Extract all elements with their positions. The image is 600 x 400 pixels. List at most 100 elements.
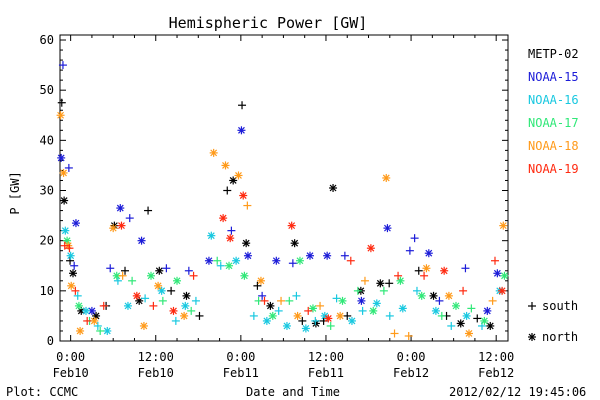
point-noaa-16 <box>82 306 91 315</box>
legend-marker-north <box>528 333 536 341</box>
legend-entry-metp-02: METP-02 <box>528 47 579 61</box>
point-noaa-18 <box>444 291 453 300</box>
marker-stroke <box>263 317 271 325</box>
point-noaa-17 <box>326 321 335 330</box>
marker-stroke <box>183 292 190 300</box>
point-noaa-19 <box>260 296 269 305</box>
point-noaa-19 <box>394 271 403 280</box>
marker-stroke <box>113 272 121 280</box>
point-metp-02 <box>376 279 385 288</box>
y-tick-label: 20 <box>40 234 54 248</box>
x-tick-label-date: Feb11 <box>223 366 259 380</box>
point-noaa-16 <box>171 316 180 325</box>
point-noaa-16 <box>301 324 310 333</box>
point-noaa-17 <box>187 306 196 315</box>
point-metp-02 <box>473 314 482 323</box>
point-noaa-16 <box>191 296 200 305</box>
marker-stroke <box>244 252 252 260</box>
point-noaa-15 <box>340 251 349 260</box>
point-metp-02 <box>298 316 307 325</box>
point-noaa-17 <box>240 271 249 280</box>
point-noaa-16 <box>398 304 407 313</box>
point-noaa-18 <box>234 171 243 180</box>
point-noaa-17 <box>147 271 156 280</box>
point-noaa-15 <box>306 251 315 260</box>
point-noaa-19 <box>71 286 80 295</box>
point-noaa-15 <box>272 256 281 265</box>
point-noaa-15 <box>405 246 414 255</box>
point-noaa-17 <box>467 304 476 313</box>
point-noaa-16 <box>216 261 225 270</box>
point-noaa-19 <box>366 244 375 253</box>
point-noaa-18 <box>180 311 189 320</box>
point-noaa-15 <box>70 261 79 270</box>
point-metp-02 <box>223 186 232 195</box>
point-noaa-16 <box>347 316 356 325</box>
point-noaa-18 <box>382 173 391 182</box>
marker-stroke <box>147 272 155 280</box>
point-noaa-15 <box>435 296 444 305</box>
point-noaa-17 <box>173 276 182 285</box>
marker-stroke <box>348 317 356 325</box>
marker-stroke <box>226 234 234 242</box>
point-noaa-15 <box>106 264 115 273</box>
marker-stroke <box>493 269 501 277</box>
marker-stroke <box>124 302 132 310</box>
point-metp-02 <box>429 291 438 300</box>
point-noaa-15 <box>71 219 80 228</box>
point-noaa-17 <box>225 261 234 270</box>
point-noaa-16 <box>157 286 166 295</box>
point-noaa-15 <box>162 264 171 273</box>
point-noaa-15 <box>237 126 246 135</box>
marker-stroke <box>288 222 296 230</box>
point-metp-02 <box>195 311 204 320</box>
point-noaa-18 <box>336 311 345 320</box>
point-metp-02 <box>229 176 238 185</box>
point-noaa-19 <box>117 221 126 230</box>
point-metp-02 <box>343 311 352 320</box>
legend-entry-noaa-17: NOAA-17 <box>528 116 579 130</box>
point-noaa-17 <box>308 304 317 313</box>
point-noaa-18 <box>109 224 118 233</box>
point-noaa-18 <box>76 326 85 335</box>
marker-stroke <box>376 279 384 287</box>
point-noaa-16 <box>447 321 456 330</box>
marker-stroke <box>88 307 96 315</box>
marker-stroke <box>272 257 280 265</box>
point-noaa-17 <box>437 311 446 320</box>
marker-stroke <box>486 322 494 330</box>
point-noaa-19 <box>226 234 235 243</box>
legend-entry-noaa-18: NOAA-18 <box>528 139 579 153</box>
point-noaa-15 <box>184 266 193 275</box>
marker-stroke <box>242 239 250 247</box>
marker-stroke <box>257 277 265 285</box>
marker-stroke <box>60 197 68 204</box>
marker-stroke <box>384 224 391 232</box>
point-noaa-18 <box>256 276 265 285</box>
point-noaa-16 <box>412 286 421 295</box>
point-noaa-18 <box>56 111 65 120</box>
x-tick-label-time: 12:00 <box>138 350 174 364</box>
point-metp-02 <box>385 279 394 288</box>
point-noaa-16 <box>61 226 70 235</box>
point-noaa-19 <box>149 301 158 310</box>
legend-marker-south <box>528 302 536 310</box>
point-noaa-16 <box>311 316 320 325</box>
point-noaa-15 <box>58 61 67 70</box>
point-noaa-18 <box>499 221 508 230</box>
plot-credit: Plot: CCMC <box>6 385 78 399</box>
point-noaa-15 <box>483 306 492 315</box>
point-noaa-17 <box>338 296 347 305</box>
marker-stroke <box>269 312 277 320</box>
marker-stroke <box>296 257 304 265</box>
point-metp-02 <box>456 319 465 328</box>
marker-stroke <box>430 292 437 300</box>
point-metp-02 <box>167 286 176 295</box>
marker-stroke <box>283 322 291 330</box>
point-noaa-19 <box>420 271 429 280</box>
marker-stroke <box>103 327 111 335</box>
point-metp-02 <box>144 206 153 215</box>
point-noaa-18 <box>360 276 369 285</box>
point-noaa-18 <box>118 271 127 280</box>
point-noaa-19 <box>440 266 449 275</box>
